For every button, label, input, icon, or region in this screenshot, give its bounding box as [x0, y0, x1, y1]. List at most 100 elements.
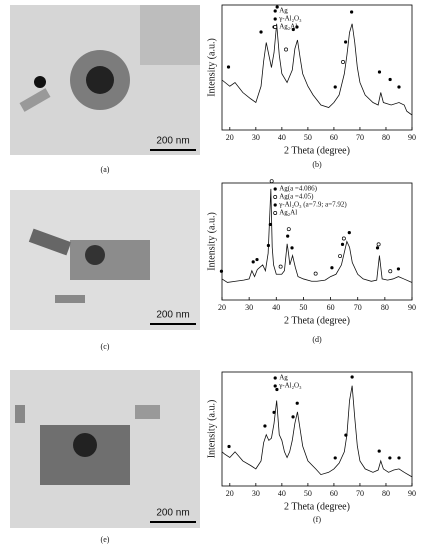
legend-marker	[273, 384, 277, 388]
plot-frame	[221, 182, 413, 301]
peak-marker	[333, 456, 337, 460]
peak-marker	[275, 387, 279, 392]
peak-marker	[290, 246, 294, 250]
peak-marker	[344, 433, 348, 437]
peak-marker	[375, 246, 380, 250]
scale-bar-label: 200 nm	[156, 508, 189, 519]
x-axis-label: 2 Theta (degree)	[284, 501, 350, 512]
x-tick-label: 80	[381, 303, 389, 312]
legend-label: Ag₂Al	[279, 209, 297, 217]
peak-marker	[286, 227, 291, 232]
legend-marker	[273, 376, 277, 380]
peak-marker	[278, 264, 283, 269]
x-tick-label: 20	[226, 489, 234, 498]
x-tick-label: 50	[299, 303, 307, 312]
legend-marker	[273, 195, 278, 199]
legend-marker	[273, 187, 277, 191]
tem-image-c	[10, 190, 200, 330]
peak-marker	[340, 242, 345, 246]
peak-marker	[268, 222, 272, 227]
x-tick-label: 40	[278, 489, 286, 498]
panel-label: (d)	[312, 335, 322, 344]
peak-marker	[388, 269, 393, 274]
x-tick-label: 30	[245, 303, 253, 312]
peak-marker	[284, 47, 288, 52]
x-tick-label: 60	[330, 133, 338, 142]
peak-marker	[397, 456, 401, 460]
x-tick-label: 60	[330, 489, 338, 498]
legend-marker	[273, 17, 277, 21]
peak-marker	[377, 449, 381, 453]
peak-marker	[396, 267, 401, 271]
peak-marker	[251, 260, 255, 264]
y-axis-label: Intensity (a.u.)	[206, 212, 217, 271]
legend-label: γ-Al₂O₃	[278, 15, 302, 23]
peak-marker	[333, 85, 337, 89]
x-tick-label: 20	[226, 133, 234, 142]
x-tick-label: 50	[304, 489, 312, 498]
xrd-trace	[221, 385, 413, 478]
legend-label: γ-Al₂O₃	[278, 382, 302, 390]
legend-label: Ag	[279, 374, 288, 382]
panel-label: (e)	[101, 535, 110, 544]
x-tick-label: 80	[382, 489, 390, 498]
x-tick-label: 50	[304, 133, 312, 142]
legend-label: Ag	[279, 7, 288, 15]
legend-marker	[273, 203, 277, 207]
peak-marker	[347, 231, 351, 235]
peak-marker	[263, 424, 267, 428]
legend-label: Ag(a =4.05)	[279, 193, 314, 201]
y-axis-label: Intensity (a.u.)	[206, 400, 217, 459]
xrd-trace	[221, 188, 413, 283]
peak-marker	[377, 70, 382, 74]
x-tick-label: 90	[408, 489, 416, 498]
tem-image-e	[10, 370, 200, 528]
scale-bar-label: 200 nm	[156, 310, 189, 321]
peak-marker	[272, 410, 276, 414]
legend-marker	[273, 9, 277, 13]
peak-marker	[295, 401, 299, 405]
x-tick-label: 40	[278, 133, 286, 142]
x-tick-label: 70	[356, 489, 364, 498]
peak-marker	[259, 30, 263, 34]
peak-marker	[226, 65, 231, 69]
y-axis-label: Intensity (a.u.)	[206, 38, 217, 97]
peak-marker	[291, 415, 295, 419]
peak-marker	[344, 40, 348, 44]
x-tick-label: 90	[408, 133, 416, 142]
legend-label: Ag(a =4.086)	[279, 185, 317, 193]
peak-marker	[338, 254, 343, 258]
panel-label: (a)	[101, 165, 110, 174]
peak-marker	[227, 444, 231, 449]
panel-label: (b)	[312, 160, 322, 169]
x-axis-label: 2 Theta (degree)	[284, 145, 350, 156]
tem-image-a	[10, 5, 200, 155]
plot-frame	[221, 4, 413, 131]
peak-marker	[219, 269, 224, 273]
peak-marker	[330, 266, 334, 270]
x-tick-label: 90	[408, 303, 416, 312]
panel-label: (c)	[101, 342, 110, 351]
plot-frame	[221, 371, 413, 487]
peak-marker	[350, 375, 354, 379]
x-tick-label: 30	[252, 133, 260, 142]
peak-marker	[275, 5, 279, 9]
legend-marker	[273, 25, 278, 29]
x-tick-label: 70	[354, 303, 362, 312]
panel-label: (f)	[313, 515, 321, 524]
xrd-trace	[221, 23, 413, 116]
peak-marker	[269, 179, 274, 184]
legend-label: Ag₂Al	[279, 23, 297, 31]
x-tick-label: 80	[382, 133, 390, 142]
peak-marker	[313, 271, 318, 276]
x-tick-label: 20	[218, 303, 226, 312]
x-tick-label: 30	[252, 489, 260, 498]
peak-marker	[291, 27, 295, 32]
peak-marker	[388, 77, 392, 82]
peak-marker	[286, 234, 290, 238]
scale-bar-label: 200 nm	[156, 136, 189, 147]
peak-marker	[295, 25, 299, 29]
peak-marker	[341, 60, 345, 64]
peak-marker	[255, 257, 259, 262]
